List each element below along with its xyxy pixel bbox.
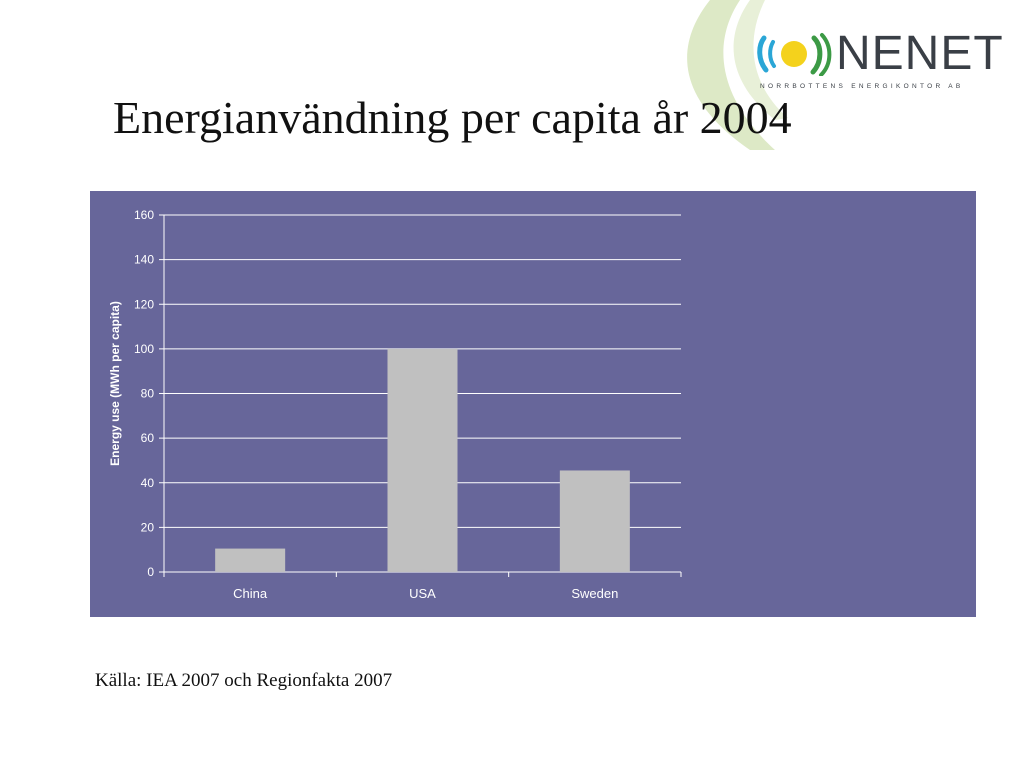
y-tick-label: 20 [141,520,155,534]
logo-subtitle: NORRBOTTENS ENERGIKONTOR AB [760,83,964,90]
y-tick-label: 140 [134,253,154,267]
bar-china [215,548,286,572]
bar-sweden [559,470,630,572]
source-citation: Källa: IEA 2007 och Regionfakta 2007 [95,670,393,691]
nenet-logo: NENET NORRBOTTENS ENERGIKONTOR AB [756,27,1003,100]
y-tick-label: 0 [147,565,154,579]
decorative-swoosh [687,0,788,150]
y-tick-label: 100 [134,342,154,356]
x-tick-label: China [233,586,268,601]
bar-chart: 0 20 40 60 80 100 120 140 160 China USA Sweden Energ… [108,208,682,601]
bar-usa [387,348,458,572]
x-tick-label: Sweden [571,586,618,601]
y-tick-label: 80 [141,387,155,401]
x-tick-label: USA [409,586,436,601]
y-tick-label: 40 [141,476,155,490]
y-tick-label: 60 [141,431,155,445]
y-axis-label: Energy use (MWh per capita) [108,301,122,466]
y-tick-label: 120 [134,297,154,311]
y-tick-label: 160 [134,208,154,222]
chart-panel: 0 20 40 60 80 100 120 140 160 China USA Sweden Energ… [90,191,976,617]
nenet-logo-mark-icon [757,33,832,76]
logo-wordmark: NENET [836,27,1004,80]
slide-title: Energianvändning per capita år 2004 [113,92,792,143]
